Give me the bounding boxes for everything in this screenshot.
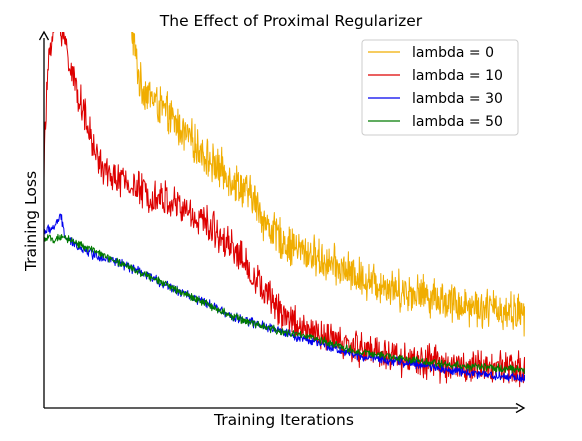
y-axis-label: Training Loss: [22, 171, 40, 272]
legend-box: [361, 39, 519, 136]
legend: lambda = 0 lambda = 10 lambda = 30 lambda =…: [361, 39, 519, 136]
chart-title: The Effect of Proximal Regularizer: [159, 12, 423, 30]
legend-label-0: lambda = 0: [412, 45, 494, 61]
x-axis-label: Training Iterations: [213, 411, 354, 429]
series-line-lambda-30: [44, 213, 525, 383]
y-axis-arrow-icon: [38, 30, 50, 41]
x-axis: [44, 402, 526, 414]
x-axis-arrow-icon: [515, 402, 526, 414]
legend-label-3: lambda = 50: [412, 114, 503, 130]
legend-label-1: lambda = 10: [412, 68, 503, 84]
series-line-lambda-0: [131, 32, 525, 337]
series-line-lambda-50: [44, 233, 525, 375]
y-axis: [38, 30, 50, 408]
series-line-lambda-10: [44, 32, 525, 388]
legend-label-2: lambda = 30: [412, 91, 503, 107]
series-layer: [44, 32, 525, 388]
